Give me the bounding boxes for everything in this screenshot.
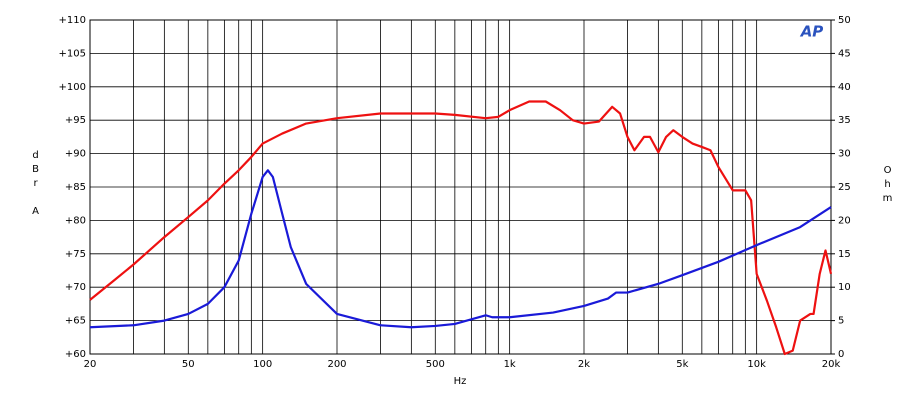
y-tick-label: +80: [65, 215, 86, 226]
y2-tick-label: 0: [838, 349, 844, 360]
x-tick-label: 10k: [747, 359, 766, 370]
y2-tick-label: 20: [838, 215, 851, 226]
y-tick-label: +90: [65, 149, 86, 160]
y-tick-label: +60: [65, 349, 86, 360]
x-tick-label: 2k: [578, 359, 590, 370]
x-axis-label: Hz: [454, 376, 467, 387]
x-tick-label: 5k: [676, 359, 688, 370]
x-tick-label: 20k: [822, 359, 841, 370]
series-line: [89, 169, 832, 329]
y-tick-label: +75: [65, 249, 86, 260]
y2-axis-label: Ohm: [882, 165, 893, 207]
y-tick-label: +65: [65, 316, 86, 327]
x-tick-label: 100: [253, 359, 272, 370]
y-tick-label: +110: [59, 15, 86, 26]
y2-tick-label: 50: [838, 15, 851, 26]
y-axis-label: dBr A: [30, 150, 41, 220]
x-tick-label: 1k: [504, 359, 516, 370]
y2-tick-label: 25: [838, 182, 851, 193]
y2-tick-label: 45: [838, 48, 851, 59]
y-tick-label: +95: [65, 115, 86, 126]
y2-tick-label: 35: [838, 115, 851, 126]
x-tick-label: 500: [426, 359, 445, 370]
y2-tick-label: 30: [838, 149, 851, 160]
y-tick-label: +85: [65, 182, 86, 193]
y2-tick-label: 15: [838, 249, 851, 260]
x-tick-label: 200: [327, 359, 346, 370]
y-tick-label: +105: [59, 48, 86, 59]
plot-frame: [89, 19, 832, 355]
series-line: [89, 100, 833, 356]
logo: AP: [800, 23, 824, 41]
x-tick-label: 50: [182, 359, 195, 370]
y2-tick-label: 40: [838, 82, 851, 93]
y2-tick-label: 5: [838, 316, 844, 327]
x-tick-label: 20: [84, 359, 97, 370]
y-tick-label: +100: [59, 82, 86, 93]
y-tick-label: +70: [65, 282, 86, 293]
y2-tick-label: 10: [838, 282, 851, 293]
